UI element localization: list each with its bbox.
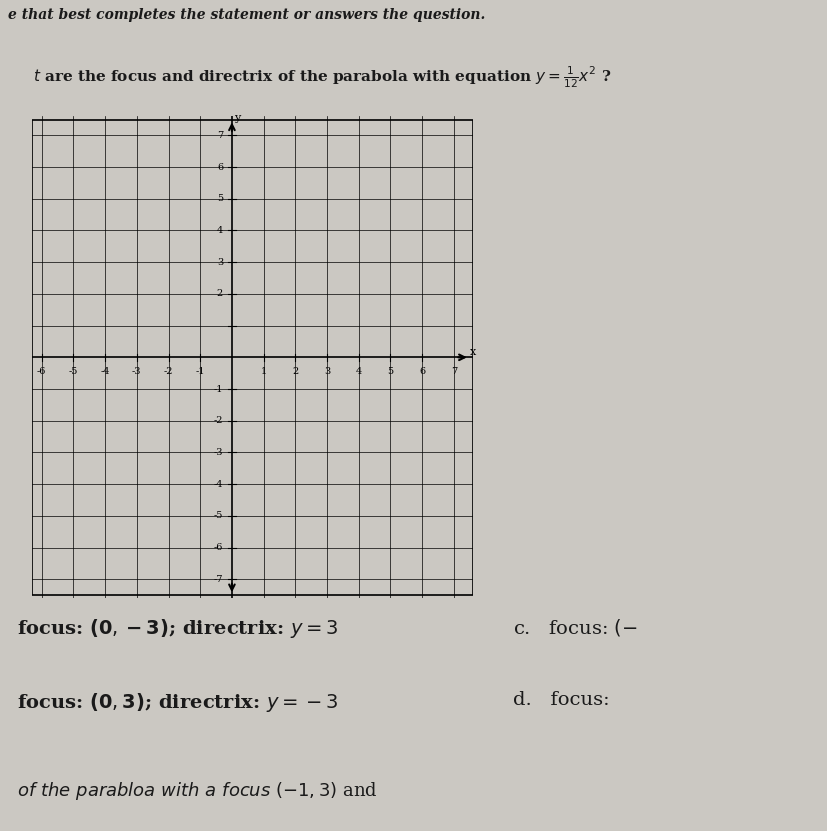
Text: c.   focus: $(-$: c. focus: $(-$ [513,617,638,638]
Text: -2: -2 [213,416,222,425]
Text: y: y [234,113,241,123]
Text: $\mathit{of\ the\ parabloa\ with\ a\ focus}$ $(-1,3)$ and: $\mathit{of\ the\ parabloa\ with\ a\ foc… [17,779,377,802]
Text: -5: -5 [213,511,222,520]
Text: focus: $\boldsymbol{(0,-3)}$; directrix: $y=3$: focus: $\boldsymbol{(0,-3)}$; directrix:… [17,617,337,640]
Text: -2: -2 [164,367,173,376]
Text: -4: -4 [213,479,222,489]
Text: 5: 5 [217,194,222,204]
Text: -3: -3 [213,448,222,457]
Text: 7: 7 [217,130,222,140]
Text: 4: 4 [217,226,222,235]
Text: x: x [469,347,476,356]
Text: -6: -6 [213,543,222,552]
Text: 3: 3 [323,367,330,376]
Text: 6: 6 [217,163,222,171]
Text: -4: -4 [100,367,110,376]
Text: $t$ are the focus and directrix of the parabola with equation $y = \frac{1}{12}x: $t$ are the focus and directrix of the p… [33,65,611,91]
Text: focus: $\boldsymbol{(0,3)}$; directrix: $y=-3$: focus: $\boldsymbol{(0,3)}$; directrix: … [17,691,337,715]
Text: 3: 3 [217,258,222,267]
Text: -3: -3 [131,367,141,376]
Text: 2: 2 [292,367,298,376]
Text: 1: 1 [261,367,266,376]
Text: -1: -1 [195,367,205,376]
Text: -5: -5 [69,367,78,376]
Text: -1: -1 [213,385,222,394]
Text: d.   focus:: d. focus: [513,691,609,710]
Text: 5: 5 [387,367,393,376]
Text: 6: 6 [418,367,425,376]
Text: 2: 2 [217,289,222,298]
Text: 7: 7 [450,367,457,376]
Text: -7: -7 [213,575,222,584]
Text: -6: -6 [37,367,46,376]
Text: e that best completes the statement or answers the question.: e that best completes the statement or a… [8,8,485,22]
Text: 4: 4 [356,367,361,376]
